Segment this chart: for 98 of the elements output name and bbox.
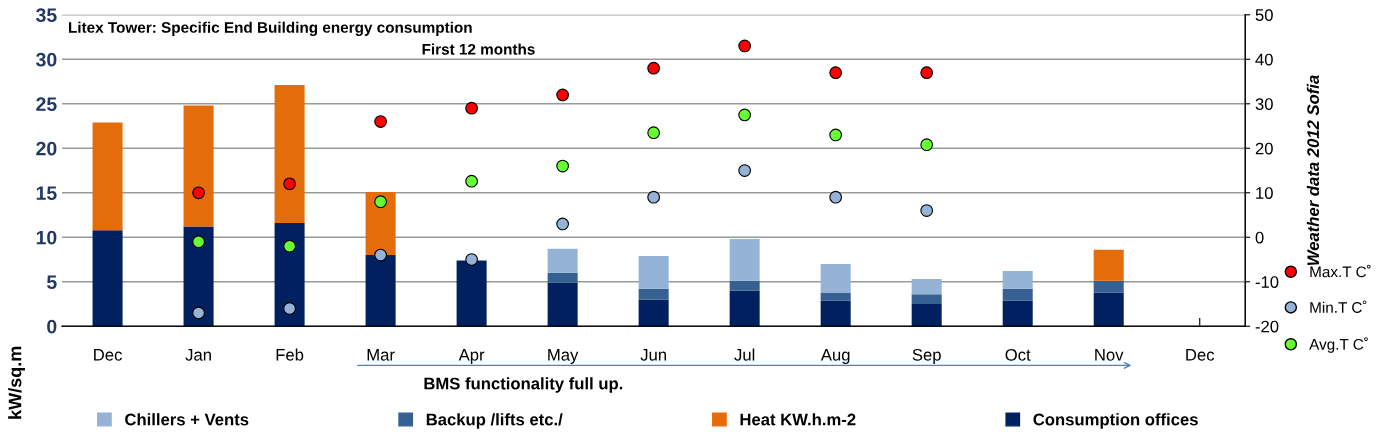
bar	[638, 299, 669, 327]
y2-tick-label: 10	[1256, 187, 1273, 199]
legend-label: Max.T C˚	[1310, 264, 1371, 278]
bar	[1002, 300, 1033, 327]
y-tick-label: 35	[36, 8, 57, 23]
point	[283, 177, 296, 191]
legend-label: Consumption offices	[1033, 413, 1198, 429]
bar	[911, 294, 942, 304]
x-tick-label: Nov	[1095, 349, 1124, 361]
bar	[729, 280, 760, 291]
y-tick-label: 10	[36, 230, 57, 245]
y-tick-label: 30	[36, 52, 57, 67]
x-tick-label: Jan	[185, 349, 211, 361]
x-tick-label: Oct	[1005, 348, 1031, 361]
bar	[638, 288, 669, 300]
x-tick-label: Aug	[820, 349, 850, 365]
bar	[547, 248, 578, 273]
point	[192, 306, 205, 320]
text: First 12 months	[422, 43, 535, 55]
bar	[1002, 271, 1033, 289]
bar	[1002, 288, 1033, 301]
point	[374, 115, 387, 128]
y2-axis-title: Weather data 2012 Sofia	[1306, 75, 1320, 266]
y2-tick-label: -10	[1255, 276, 1279, 288]
text: BMS functionality full up.	[424, 377, 623, 393]
bar	[456, 260, 487, 327]
bar	[547, 272, 578, 283]
x-tick-label: Feb	[276, 348, 304, 361]
point	[738, 164, 752, 177]
point	[465, 253, 478, 266]
bar	[274, 85, 305, 224]
bar	[365, 255, 396, 327]
point	[647, 61, 661, 75]
legend-label: Avg.T C˚	[1309, 337, 1368, 353]
legend-label: Heat KW.h.m-2	[740, 413, 856, 426]
point	[920, 204, 934, 217]
point	[647, 126, 661, 140]
y2-tick-label: 40	[1255, 53, 1273, 66]
point	[920, 138, 934, 152]
point	[556, 88, 569, 102]
point	[920, 66, 934, 79]
x-tick-label: Jun	[640, 349, 666, 361]
legend-label: Chillers + Vents	[125, 413, 249, 426]
bar	[820, 292, 851, 301]
bar	[638, 255, 669, 289]
y2-tick-label: 50	[1255, 9, 1273, 21]
legend-label: Min.T C˚	[1310, 300, 1367, 313]
x-tick-label: Jul	[734, 348, 755, 361]
bar	[729, 239, 760, 281]
point	[374, 248, 387, 262]
y-tick-label: 20	[36, 141, 57, 156]
bar	[820, 300, 851, 327]
bar	[92, 230, 123, 327]
point	[465, 174, 478, 188]
bar	[183, 105, 214, 227]
y2-tick-label: 0	[1255, 231, 1264, 244]
bar	[820, 263, 851, 293]
point	[556, 159, 569, 173]
y-tick-label: 5	[46, 275, 57, 289]
point	[283, 302, 296, 315]
point	[738, 108, 752, 122]
point	[829, 66, 843, 79]
bar	[911, 304, 942, 327]
point	[829, 128, 843, 142]
x-tick-label: May	[548, 349, 579, 365]
x-tick-label: Dec	[94, 349, 122, 361]
bar	[1093, 280, 1124, 293]
x-tick-label: Mar	[367, 349, 395, 361]
y-tick-label: 0	[47, 319, 57, 334]
y2-tick-label: 30	[1255, 98, 1273, 110]
chart-title: Litex Tower: Specific End Building energy consumption	[68, 21, 472, 36]
bar	[274, 223, 305, 327]
point	[465, 101, 478, 115]
y2-tick-label: 20	[1255, 142, 1273, 155]
x-tick-label: Dec	[1186, 349, 1215, 361]
point	[192, 235, 205, 249]
bar	[365, 191, 396, 256]
bar	[729, 290, 760, 327]
point	[738, 39, 752, 53]
x-tick-label: Apr	[458, 349, 485, 365]
y2-tick-label: -20	[1255, 320, 1279, 333]
point	[829, 190, 843, 204]
bar	[92, 122, 123, 231]
point	[374, 195, 387, 209]
bar	[1093, 292, 1124, 327]
point	[192, 186, 205, 200]
y-axis-title: kW/sq.m	[8, 346, 25, 419]
y-tick-label: 25	[36, 97, 57, 112]
bar	[1093, 249, 1124, 281]
legend-label: Backup /lifts etc./	[426, 413, 563, 429]
point	[556, 217, 569, 231]
point	[647, 190, 661, 204]
y-tick-label: 15	[36, 186, 57, 200]
bar	[911, 279, 942, 295]
point	[283, 239, 296, 253]
bar	[547, 282, 578, 327]
x-tick-label: Sep	[912, 348, 941, 365]
bar	[183, 226, 214, 327]
